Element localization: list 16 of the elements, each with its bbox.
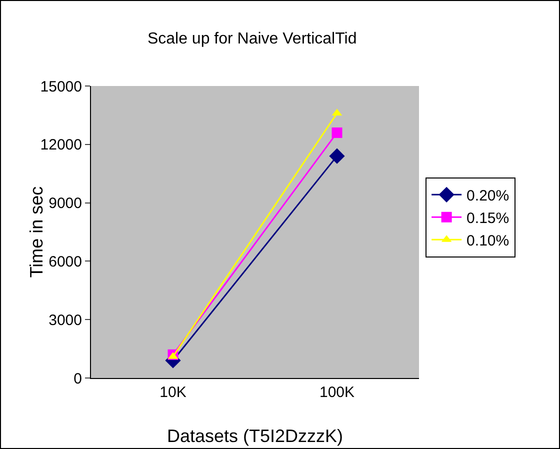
- y-tick-label: 3000: [48, 312, 82, 329]
- x-axis-title: Datasets (T5I2DzzzK): [166, 426, 344, 446]
- y-tick-label: 0: [74, 370, 82, 388]
- point: [329, 148, 345, 164]
- chart-title: Scale up for Naive VerticalTid: [147, 30, 357, 48]
- x-tick-label: 10K: [160, 384, 186, 401]
- point: [332, 127, 342, 138]
- legend-label: 0.15%: [466, 210, 510, 227]
- y-tick-label: 6000: [48, 253, 82, 270]
- legend-label: 0.10%: [466, 232, 510, 250]
- x-tick-label: 100K: [319, 384, 355, 401]
- y-tick-label: 15000: [40, 78, 82, 96]
- legend-label: 0.20%: [466, 188, 510, 204]
- y-tick-label: 9000: [48, 195, 82, 212]
- y-axis-title: Time in sec: [26, 186, 47, 278]
- y-tick-label: 12000: [40, 136, 82, 154]
